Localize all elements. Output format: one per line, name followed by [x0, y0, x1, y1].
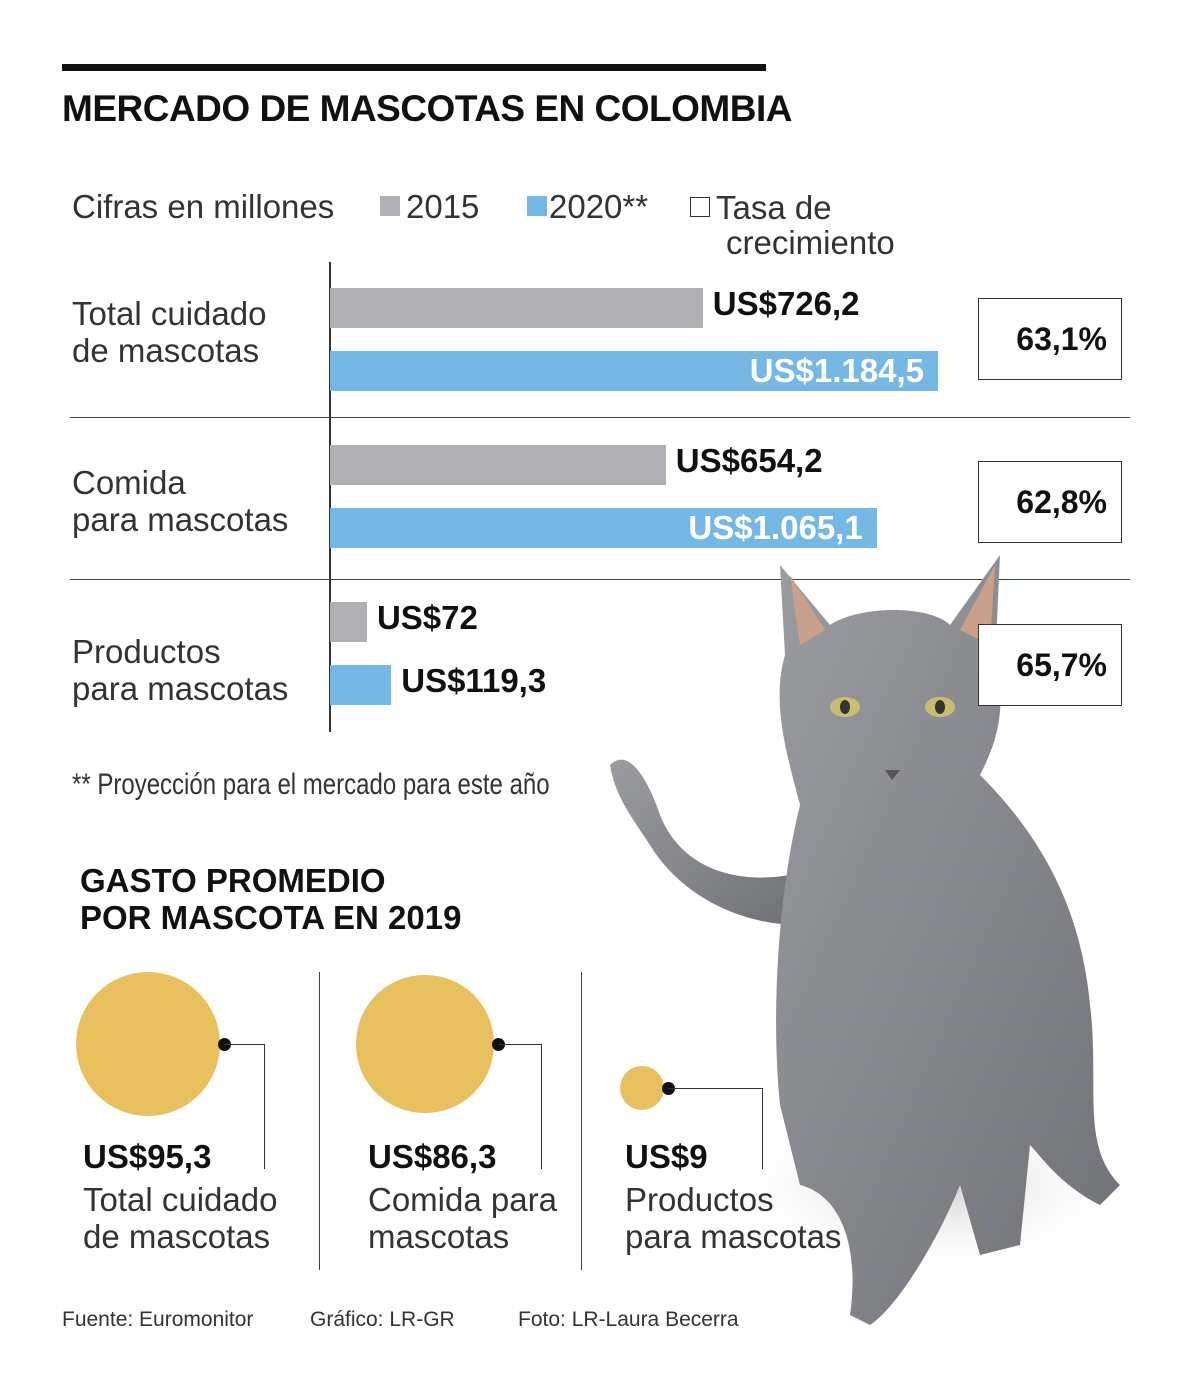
bar-2015 — [330, 602, 367, 642]
bar-value-label: US$726,2 — [712, 285, 860, 322]
legend-2020: 2020** — [527, 188, 648, 226]
bar-value-label: US$119,3 — [401, 662, 547, 699]
legend-swatch-rate — [690, 197, 710, 218]
growth-rate-box: 63,1% — [978, 298, 1122, 380]
legend-label: 2015 — [406, 188, 480, 225]
bubble-category: Comida para mascotas — [368, 1181, 557, 1255]
chart-subtitle: Cifras en millones — [72, 188, 335, 225]
bar-2015 — [330, 288, 703, 328]
bar-2020 — [330, 351, 938, 391]
column-divider — [319, 972, 320, 1270]
bar-value-label: US$1.184,5 — [749, 352, 924, 389]
footnote: ** Proyección para el mercado para este … — [72, 768, 550, 801]
bubble — [76, 972, 220, 1116]
category-label: Comida para mascotas — [72, 464, 289, 538]
row-divider — [70, 579, 1130, 580]
bar-value-label: US$1.065,1 — [688, 509, 863, 546]
graphic-credit: Gráfico: LR-GR — [310, 1308, 455, 1331]
bar-2015 — [330, 445, 666, 485]
legend-label: crecimiento — [726, 224, 895, 261]
photo-credit: Foto: LR-Laura Becerra — [518, 1308, 739, 1331]
bubble-category: Total cuidado de mascotas — [83, 1181, 278, 1255]
leader-line — [497, 1044, 542, 1169]
bubble — [356, 975, 494, 1113]
bubble-value: US$86,3 — [368, 1138, 497, 1175]
legend-growth-rate: Tasa de crecimiento — [690, 190, 895, 260]
legend-label: Tasa de — [716, 189, 832, 226]
source-credit: Fuente: Euromonitor — [62, 1308, 254, 1331]
row-divider — [70, 417, 1130, 418]
leader-dot — [491, 1038, 505, 1051]
bar-2020 — [330, 665, 392, 705]
bar-value-label: US$654,2 — [675, 442, 823, 479]
legend-swatch-2015 — [380, 196, 400, 217]
section-title: GASTO PROMEDIO POR MASCOTA EN 2019 — [80, 862, 462, 936]
cat-photo — [610, 555, 1130, 1325]
leader-dot — [218, 1038, 231, 1051]
legend-swatch-2020 — [527, 196, 547, 217]
bar-value-label: US$72 — [376, 599, 478, 636]
growth-rate-box: 62,8% — [978, 461, 1122, 543]
leader-line — [224, 1044, 265, 1169]
growth-rate-box: 65,7% — [978, 624, 1122, 706]
bar-axis — [329, 262, 331, 732]
bar-2020 — [330, 508, 877, 548]
page-title: MERCADO DE MASCOTAS EN COLOMBIA — [62, 88, 792, 129]
legend-label: 2020** — [549, 188, 649, 225]
title-rule — [62, 64, 766, 71]
column-divider — [581, 972, 582, 1270]
category-label: Total cuidado de mascotas — [72, 295, 267, 369]
bubble-value: US$95,3 — [83, 1138, 212, 1175]
legend-2015: 2015 — [380, 188, 479, 226]
category-label: Productos para mascotas — [72, 633, 289, 707]
